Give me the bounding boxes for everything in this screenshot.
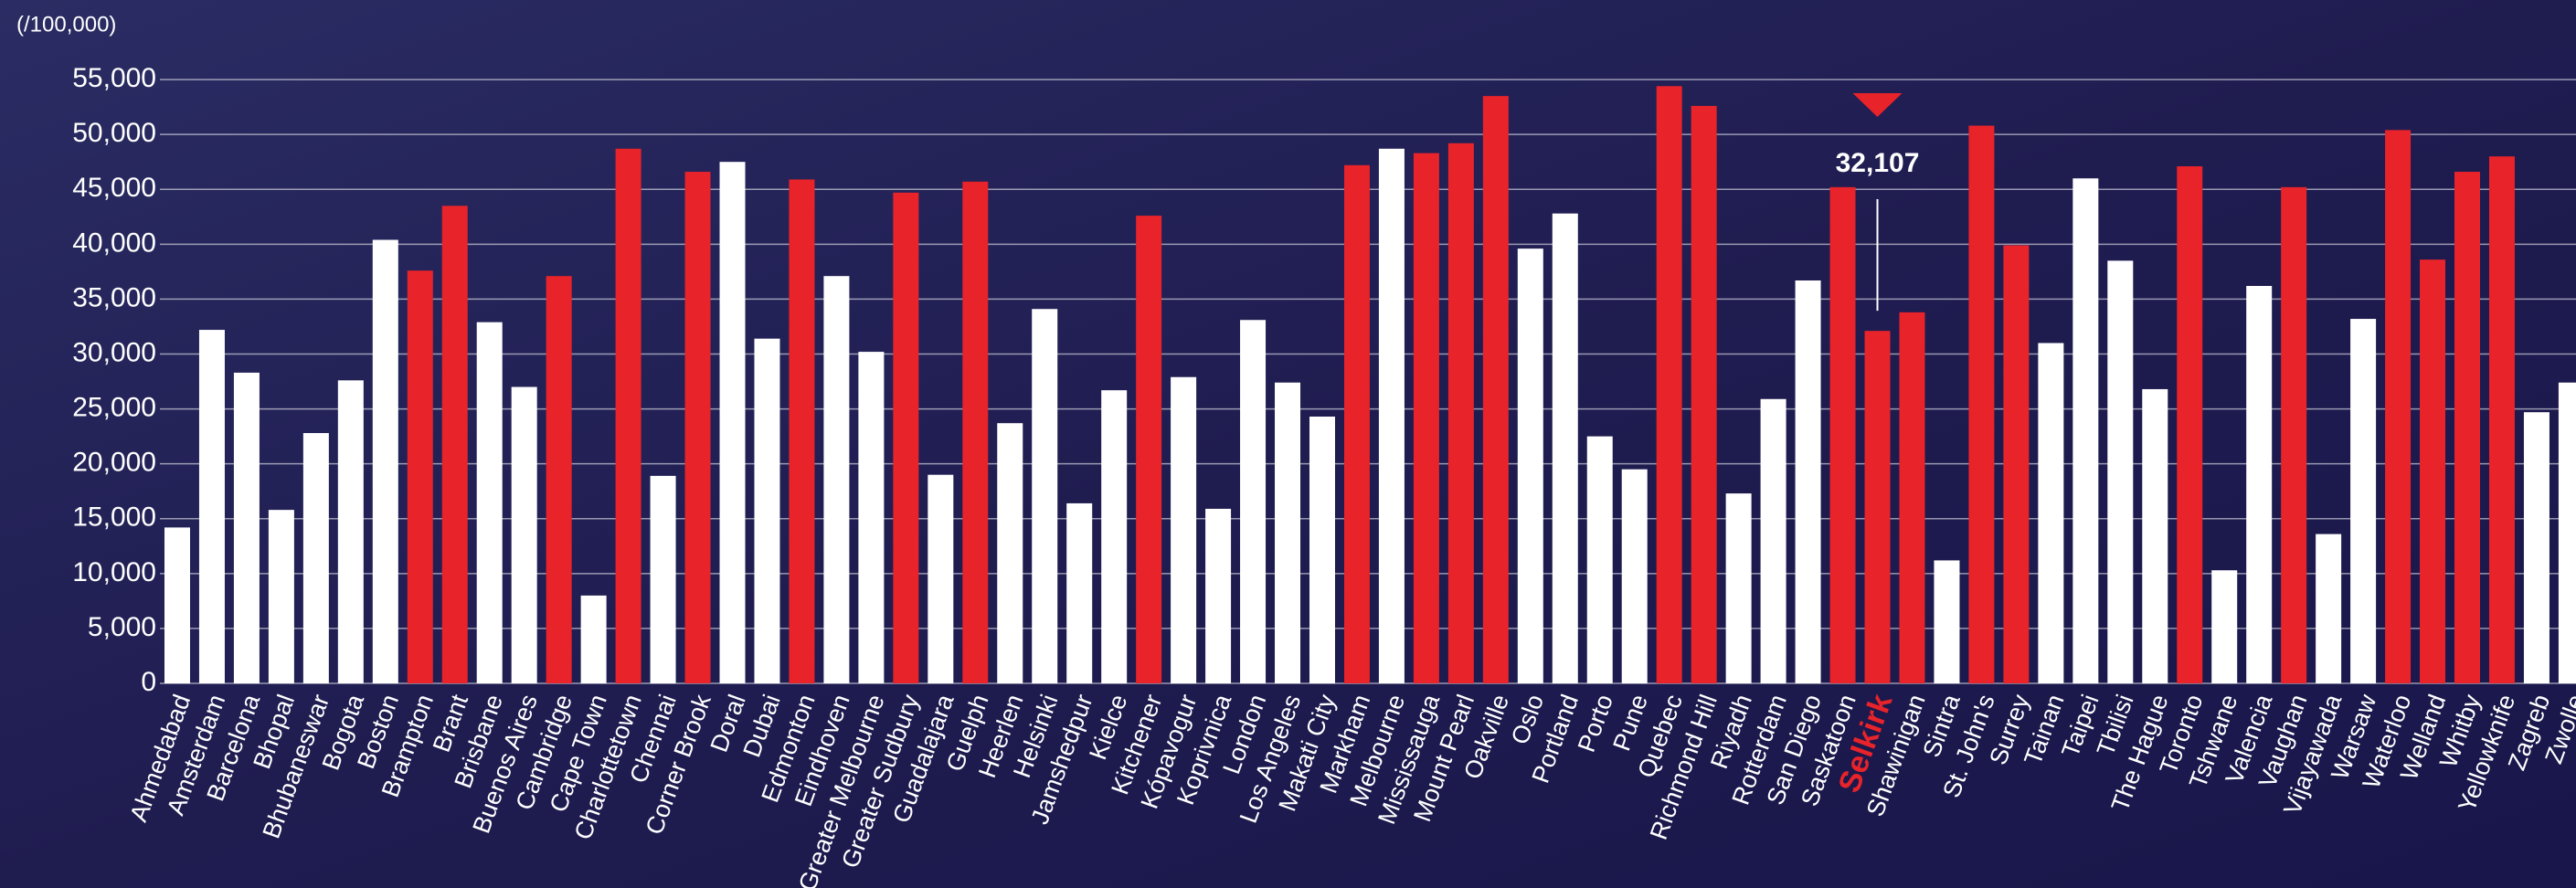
bar — [1864, 331, 1891, 683]
value-label: 32,107 — [1836, 148, 1920, 178]
bar — [2107, 260, 2134, 683]
y-unit: (/100,000) — [16, 12, 116, 37]
y-tick-label: 25,000 — [72, 393, 156, 423]
bar — [962, 181, 989, 684]
bar — [1275, 382, 1301, 683]
bar — [2350, 319, 2377, 683]
bar — [1032, 309, 1058, 683]
bar — [1378, 148, 1405, 683]
bar — [1656, 86, 1682, 683]
bar — [441, 206, 468, 683]
bar — [754, 338, 780, 683]
bar — [893, 192, 919, 684]
bar — [1343, 164, 1370, 683]
bar — [1968, 125, 1995, 683]
y-tick-label: 40,000 — [72, 227, 156, 258]
bar — [1795, 280, 1821, 683]
bar — [2211, 570, 2238, 683]
marker — [1852, 93, 1903, 117]
bar — [372, 239, 398, 683]
y-tick-label: 30,000 — [72, 337, 156, 367]
bar — [2177, 166, 2203, 683]
bar — [997, 423, 1023, 683]
bar — [198, 330, 225, 683]
bar — [789, 179, 815, 683]
bar — [823, 276, 850, 683]
bar — [719, 162, 746, 684]
bar — [164, 527, 190, 683]
bar — [1171, 376, 1197, 683]
bar — [1934, 560, 1960, 683]
bar — [2454, 172, 2481, 684]
bar — [2488, 156, 2515, 683]
bar — [337, 380, 364, 683]
y-tick-label: 50,000 — [72, 118, 156, 148]
bar — [1725, 493, 1752, 683]
bar — [1413, 153, 1439, 684]
y-tick-label: 20,000 — [72, 448, 156, 478]
bar — [1552, 213, 1578, 684]
bar — [1691, 105, 1717, 683]
bar — [1136, 216, 1162, 683]
y-tick-label: 5,000 — [88, 612, 156, 642]
bar — [615, 148, 641, 683]
bar — [1205, 508, 1232, 683]
bar — [2003, 245, 2030, 683]
bar — [268, 510, 294, 683]
bar — [1517, 248, 1543, 683]
bar — [1447, 143, 1474, 683]
bar — [407, 270, 433, 683]
bar — [1309, 416, 1335, 683]
y-tick-label: 15,000 — [72, 502, 156, 533]
bar — [233, 372, 260, 683]
bar — [476, 322, 503, 683]
bar — [1621, 469, 1648, 683]
bar — [1760, 398, 1786, 683]
bar — [2281, 186, 2307, 683]
y-tick-label: 55,000 — [72, 63, 156, 93]
bar — [2142, 388, 2168, 683]
bar — [2523, 412, 2549, 683]
bar — [2316, 534, 2342, 683]
y-tick-label: 10,000 — [72, 557, 156, 587]
y-tick-label: 35,000 — [72, 282, 156, 312]
bar — [1586, 436, 1613, 683]
bar — [1066, 502, 1093, 683]
bar — [684, 172, 711, 684]
bar — [546, 276, 572, 683]
bar — [1899, 312, 1925, 683]
bar — [2558, 382, 2576, 683]
bar — [2385, 130, 2412, 684]
bar — [2072, 178, 2099, 683]
bar — [650, 475, 676, 683]
bar — [1482, 96, 1509, 683]
bar — [1101, 390, 1128, 683]
bar — [2420, 259, 2446, 683]
y-tick-label: 45,000 — [72, 173, 156, 203]
bar — [511, 386, 537, 683]
bar — [2038, 343, 2064, 683]
bar — [858, 352, 885, 683]
bar — [302, 433, 329, 683]
bar — [580, 595, 607, 683]
y-tick-label: 0 — [141, 667, 156, 697]
bar — [1240, 320, 1267, 683]
bar — [928, 474, 954, 683]
bar — [1829, 186, 1856, 683]
bar — [2246, 285, 2273, 683]
